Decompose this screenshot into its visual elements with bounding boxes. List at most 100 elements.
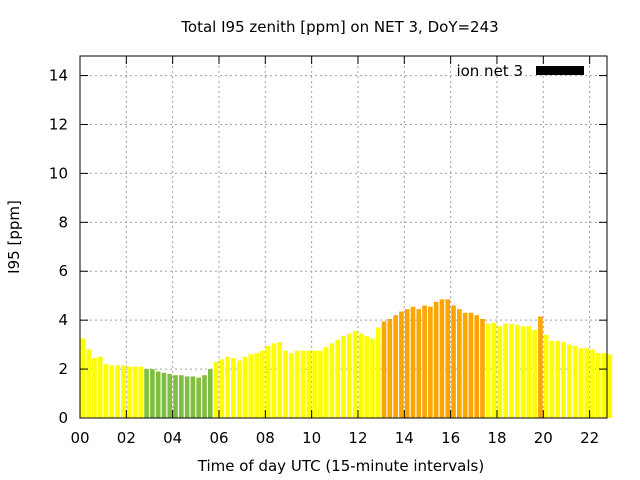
bar bbox=[462, 312, 468, 418]
bar bbox=[294, 350, 300, 418]
x-tick-label: 04 bbox=[163, 429, 182, 447]
bar bbox=[184, 376, 190, 418]
x-tick-labels: 00 02 04 06 08 10 12 14 16 18 20 22 bbox=[70, 429, 599, 447]
y-tick-labels: 0 2 4 6 8 10 12 14 bbox=[49, 67, 68, 427]
y-tick-label: 10 bbox=[49, 164, 68, 182]
x-tick-label: 16 bbox=[441, 429, 460, 447]
bar bbox=[480, 318, 485, 418]
bar bbox=[578, 348, 584, 418]
bar bbox=[445, 299, 451, 418]
bar bbox=[590, 349, 595, 418]
bar bbox=[92, 358, 97, 418]
bar bbox=[115, 365, 120, 418]
y-tick-label: 14 bbox=[49, 67, 68, 85]
bar bbox=[555, 340, 561, 418]
bar bbox=[491, 322, 497, 418]
bar bbox=[144, 369, 149, 418]
x-tick-label: 00 bbox=[70, 429, 89, 447]
bar bbox=[231, 358, 236, 418]
bar bbox=[265, 345, 271, 418]
bar bbox=[567, 344, 572, 418]
bar bbox=[364, 336, 369, 418]
y-axis-label: I95 [ppm] bbox=[5, 200, 23, 274]
bar bbox=[312, 350, 317, 418]
bar bbox=[526, 326, 532, 418]
bars-group bbox=[80, 299, 613, 418]
bar bbox=[329, 343, 335, 418]
bar bbox=[439, 299, 445, 418]
bar bbox=[132, 366, 138, 418]
bar bbox=[150, 369, 155, 418]
x-tick-label: 14 bbox=[395, 429, 414, 447]
bar bbox=[596, 353, 601, 418]
bar bbox=[126, 366, 132, 418]
bar bbox=[457, 309, 462, 418]
bar bbox=[138, 366, 144, 418]
bar bbox=[381, 321, 387, 418]
bar bbox=[97, 356, 103, 418]
bar bbox=[422, 305, 427, 418]
x-tick-label: 20 bbox=[534, 429, 553, 447]
bar bbox=[352, 331, 358, 418]
y-tick-label: 0 bbox=[58, 409, 68, 427]
chart-title: Total I95 zenith [ppm] on NET 3, DoY=243 bbox=[180, 18, 498, 36]
y-tick-label: 2 bbox=[58, 360, 68, 378]
bar bbox=[341, 336, 346, 418]
y-tick-label: 4 bbox=[58, 311, 68, 329]
bar bbox=[121, 365, 126, 418]
bar bbox=[323, 347, 329, 418]
bar bbox=[503, 323, 508, 418]
bar bbox=[549, 340, 555, 418]
bar bbox=[80, 338, 86, 418]
y-tick-label: 12 bbox=[49, 115, 68, 133]
bar bbox=[277, 342, 283, 418]
bar bbox=[173, 375, 178, 418]
legend-swatch bbox=[536, 66, 584, 75]
y-tick-label: 6 bbox=[58, 262, 68, 280]
bar bbox=[254, 353, 259, 418]
bar bbox=[236, 360, 242, 418]
bar bbox=[196, 377, 202, 418]
bar bbox=[207, 369, 213, 418]
x-tick-label: 10 bbox=[302, 429, 321, 447]
bar bbox=[289, 353, 294, 418]
axis-ticks bbox=[79, 56, 607, 419]
bar bbox=[248, 354, 254, 418]
bar bbox=[387, 318, 393, 418]
bar bbox=[271, 343, 277, 418]
bar bbox=[572, 345, 578, 418]
bar bbox=[86, 349, 91, 418]
bar bbox=[393, 315, 398, 418]
bar bbox=[428, 306, 433, 418]
bar bbox=[474, 315, 480, 418]
bar bbox=[358, 333, 364, 418]
bar bbox=[514, 325, 520, 418]
bar bbox=[225, 356, 230, 418]
bar bbox=[497, 326, 503, 418]
bar bbox=[300, 350, 306, 418]
x-tick-label: 22 bbox=[580, 429, 599, 447]
bar bbox=[306, 350, 312, 418]
bar bbox=[485, 323, 491, 418]
bar bbox=[607, 354, 613, 418]
bar bbox=[468, 312, 474, 418]
bar bbox=[260, 350, 265, 418]
bar bbox=[103, 364, 109, 418]
bar bbox=[520, 326, 526, 418]
bar bbox=[109, 365, 115, 418]
bar bbox=[370, 338, 375, 418]
bar bbox=[213, 361, 219, 418]
legend-label: ion net 3 bbox=[456, 62, 523, 80]
bar bbox=[410, 306, 416, 418]
bar bbox=[543, 334, 549, 418]
x-tick-label: 06 bbox=[209, 429, 228, 447]
bar bbox=[601, 353, 607, 418]
bar bbox=[318, 350, 323, 418]
x-tick-label: 08 bbox=[256, 429, 275, 447]
bar bbox=[161, 372, 167, 418]
bar bbox=[202, 375, 207, 418]
bar bbox=[283, 350, 288, 418]
bar bbox=[399, 311, 404, 418]
x-axis-label: Time of day UTC (15-minute intervals) bbox=[197, 457, 484, 475]
